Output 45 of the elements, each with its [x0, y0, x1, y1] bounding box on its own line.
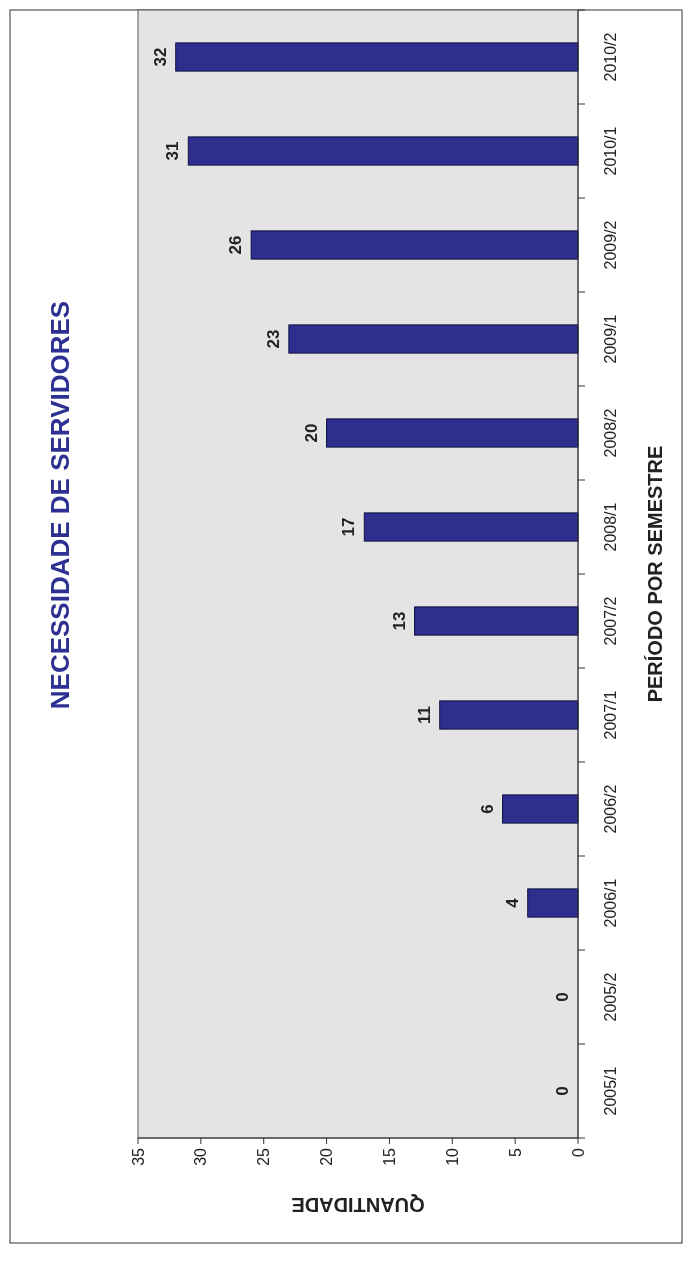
y-tick-label: 2008/2 [601, 408, 619, 458]
x-tick-label: 10 [443, 1147, 461, 1166]
data-label: 32 [150, 47, 170, 67]
data-label: 0 [552, 992, 572, 1002]
x-tick-label: 20 [318, 1147, 336, 1166]
bar [363, 512, 579, 542]
y-tick-label: 2005/1 [601, 1066, 619, 1116]
bar [439, 700, 579, 730]
data-label: 26 [226, 235, 246, 255]
x-tick-label: 35 [129, 1147, 147, 1166]
bar [288, 324, 579, 354]
y-tick-label: 2007/1 [601, 690, 619, 740]
text: NECESSIDADE DE SERVIDORES [45, 300, 76, 710]
y-tick-label: 2008/1 [601, 502, 619, 552]
y-tick-label: 2009/2 [601, 220, 619, 270]
x-tick-label: 0 [569, 1147, 587, 1157]
bar [414, 606, 579, 636]
bar [187, 136, 579, 166]
data-label: 23 [263, 329, 283, 349]
bar [326, 418, 579, 448]
y-tick-label: 2005/2 [601, 972, 619, 1022]
data-label: 4 [502, 897, 522, 908]
x-tick-label: 15 [381, 1147, 399, 1166]
bar [250, 230, 579, 260]
y-axis-title: PERÍODO POR SEMESTRE [644, 445, 666, 703]
y-tick-label: 2006/2 [601, 784, 619, 834]
bar [527, 888, 579, 918]
y-tick-label: 2009/1 [601, 314, 619, 364]
data-label: 13 [389, 611, 409, 631]
data-label: 11 [414, 706, 434, 724]
y-tick-label: 2007/2 [601, 596, 619, 646]
data-label: 31 [163, 141, 183, 161]
x-axis-title: QUANTIDADE [291, 1194, 425, 1216]
x-tick-label: 30 [192, 1147, 210, 1166]
data-label: 20 [301, 423, 321, 443]
y-tick-label: 2006/1 [601, 878, 619, 928]
bar [502, 794, 579, 824]
data-label: 0 [552, 1086, 572, 1096]
x-tick-label: 5 [506, 1147, 524, 1157]
bar [175, 42, 579, 72]
data-label: 6 [477, 804, 497, 814]
y-tick-label: 2010/1 [601, 126, 619, 176]
y-tick-label: 2010/2 [601, 32, 619, 82]
data-label: 17 [339, 517, 359, 537]
x-tick-label: 25 [255, 1147, 273, 1166]
